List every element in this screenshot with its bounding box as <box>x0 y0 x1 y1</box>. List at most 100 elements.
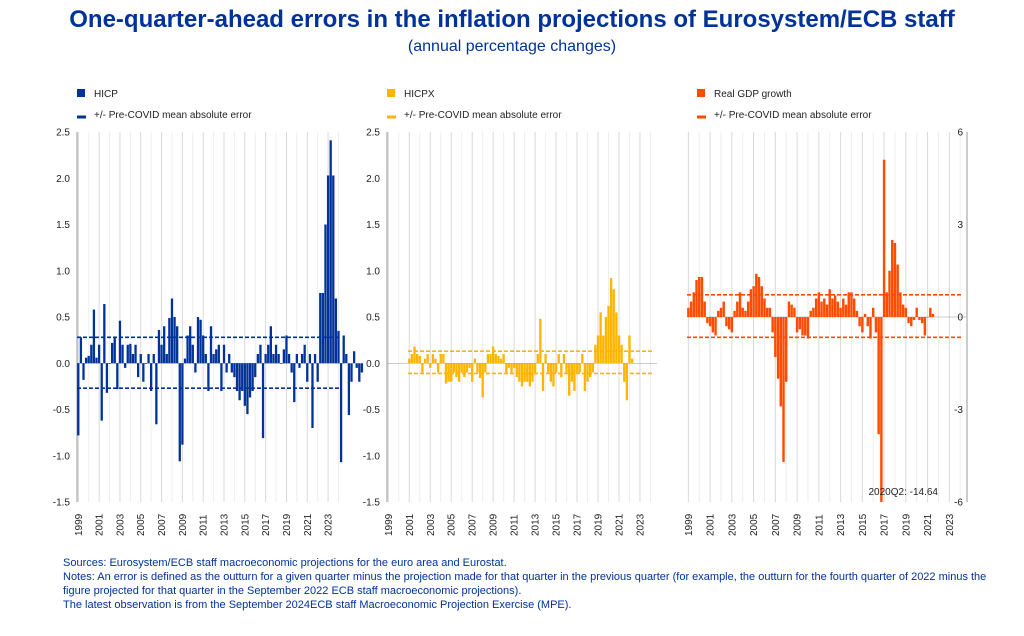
bar <box>915 307 918 317</box>
bar <box>215 349 218 364</box>
bar <box>442 354 445 364</box>
bar <box>502 354 505 364</box>
bar <box>77 363 80 436</box>
bar <box>711 317 715 333</box>
bar <box>238 363 241 401</box>
bar <box>869 317 872 339</box>
bar <box>809 310 812 317</box>
x-tick-label: 2011 <box>510 514 521 536</box>
y-tick-label: -1.5 <box>363 498 381 509</box>
bar <box>836 301 840 317</box>
bar <box>316 363 319 382</box>
x-tick-label: 2021 <box>303 513 314 536</box>
bar <box>321 292 325 364</box>
y-tick-label: -3 <box>954 405 963 416</box>
bar <box>308 354 312 364</box>
bar <box>923 317 927 336</box>
bar <box>839 307 842 317</box>
bar <box>165 354 168 364</box>
bar <box>858 317 861 327</box>
bar <box>465 363 469 373</box>
bar <box>311 363 314 428</box>
x-tick-label: 2013 <box>220 513 231 536</box>
bar <box>155 363 158 425</box>
bar <box>526 363 529 382</box>
bar <box>568 363 571 396</box>
bar <box>207 363 210 391</box>
bar <box>457 363 461 382</box>
bar <box>591 363 594 373</box>
y-tick-label: -0.5 <box>363 405 381 416</box>
bar <box>901 304 905 317</box>
bar <box>220 363 223 391</box>
bar <box>339 363 343 463</box>
bar <box>436 363 440 373</box>
bar <box>110 342 114 364</box>
x-tick-label: 2019 <box>282 513 293 536</box>
bar <box>103 304 106 364</box>
bar <box>738 292 742 317</box>
bar <box>573 363 576 391</box>
bar <box>191 344 194 364</box>
bar <box>544 354 547 364</box>
legend-swatch-bar <box>697 89 705 97</box>
y-tick-label: -0.5 <box>53 405 71 416</box>
bar <box>602 335 605 364</box>
bar <box>277 354 280 364</box>
bar <box>202 335 205 364</box>
bar <box>692 292 696 317</box>
bar <box>118 320 122 364</box>
bar <box>142 363 145 382</box>
y-tick-label: 0 <box>957 313 963 324</box>
bar <box>264 354 267 364</box>
bar <box>736 301 739 317</box>
bar <box>615 312 618 364</box>
y-tick-label: 0.5 <box>366 313 380 324</box>
bar <box>272 354 275 364</box>
bar <box>79 337 83 364</box>
y-tick-label: 2.5 <box>56 128 70 139</box>
legend-swatch-bar <box>387 89 395 97</box>
bar <box>337 330 340 364</box>
bar <box>583 363 587 391</box>
bar <box>126 344 129 364</box>
bar <box>795 317 799 333</box>
bar <box>768 307 772 317</box>
bar <box>473 358 476 364</box>
bar <box>625 363 629 401</box>
bar <box>256 354 259 364</box>
bar <box>812 307 815 317</box>
bar <box>355 363 358 368</box>
bar <box>163 326 166 364</box>
bar <box>92 309 96 364</box>
bar <box>899 292 902 317</box>
bar <box>596 335 600 364</box>
x-tick-label: 2001 <box>706 513 717 536</box>
bar <box>912 317 916 321</box>
y-tick-label: 2.0 <box>56 174 70 185</box>
x-tick-label: 2003 <box>727 513 738 536</box>
x-tick-label: 2003 <box>115 513 126 536</box>
bar <box>261 363 265 439</box>
bar <box>547 363 550 373</box>
y-tick-label: 6 <box>957 128 963 139</box>
bar <box>825 304 829 317</box>
x-tick-label: 1999 <box>684 513 695 536</box>
bar <box>612 289 615 364</box>
bar <box>415 354 419 364</box>
bar <box>700 276 704 317</box>
notes-text: Notes: An error is defined as the outtur… <box>63 571 987 597</box>
legend-label: +/- Pre-COVID mean absolute error <box>714 110 872 121</box>
bar <box>293 363 296 403</box>
x-tick-label: 2017 <box>880 513 891 536</box>
bar <box>765 307 769 317</box>
bar <box>173 317 176 364</box>
bar <box>907 317 910 324</box>
bar <box>708 317 712 327</box>
x-tick-label: 2005 <box>749 513 760 536</box>
y-tick-label: 2.0 <box>366 174 380 185</box>
chart-notes: Sources: Eurosystem/ECB staff macroecono… <box>63 556 1003 612</box>
